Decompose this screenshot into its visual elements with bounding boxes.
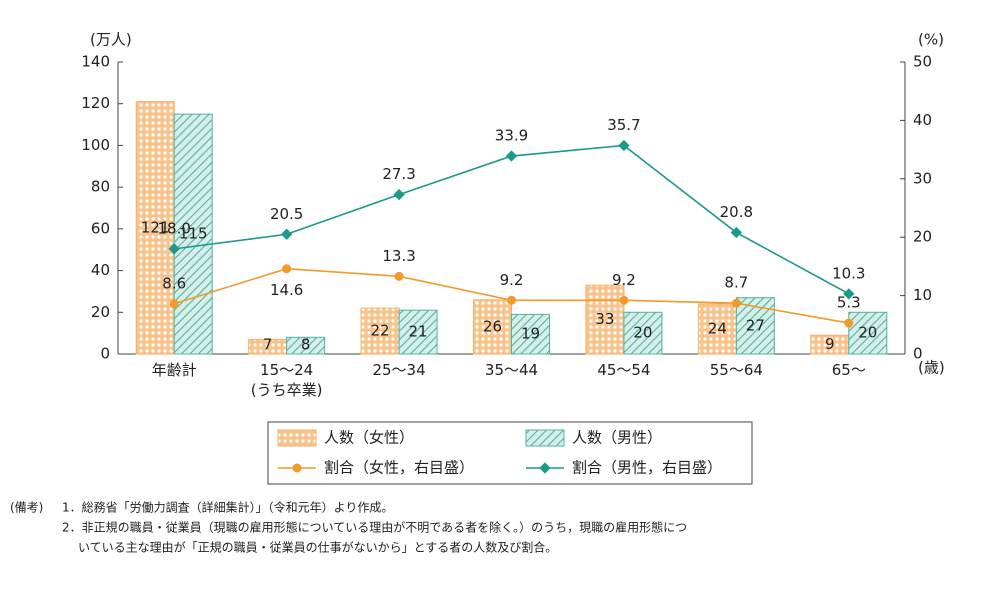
legend-label: 人数（男性） <box>572 429 662 447</box>
bar <box>473 299 512 355</box>
bar-value-label: 19 <box>521 325 540 343</box>
line-value-label: 20.8 <box>720 203 753 221</box>
line-marker <box>507 295 516 305</box>
line-marker <box>844 318 854 328</box>
bar-value-label: 7 <box>263 336 273 354</box>
bar-value-label: 20 <box>633 324 652 342</box>
line-value-label: 8.6 <box>162 274 186 292</box>
y-axis-label: (万人) <box>90 31 132 49</box>
bar-value-label: 22 <box>371 322 390 340</box>
line-value-label: 13.3 <box>382 247 415 265</box>
line-marker <box>282 264 292 274</box>
bar-value-label: 121 <box>141 218 170 236</box>
y-tick-label: 80 <box>91 178 110 196</box>
bar-value-label: 24 <box>708 319 727 337</box>
legend-label: 割合（女性，右目盛） <box>324 459 474 477</box>
bar <box>173 113 213 355</box>
x-axis-label: (歳) <box>918 359 945 377</box>
bar-value-label: 115 <box>179 225 208 243</box>
note: いている主な理由が「正規の職員・従業員の仕事がないから」とする者の人数及び割合。 <box>78 540 557 555</box>
y2-tick-label: 10 <box>913 286 932 304</box>
bar-value-label: 21 <box>409 323 428 341</box>
bar-value-label: 26 <box>483 317 502 335</box>
line-value-label: 5.3 <box>837 294 861 312</box>
y2-tick-label: 0 <box>913 345 923 363</box>
y-tick-label: 120 <box>81 94 110 112</box>
y2-tick-label: 50 <box>913 53 932 71</box>
y-tick-label: 20 <box>91 303 110 321</box>
note: 2．非正規の職員・従業員（現職の雇用形態についている理由が不明である者を除く。）… <box>62 520 687 535</box>
line-marker <box>169 299 179 309</box>
line-value-label: 9.2 <box>500 271 524 289</box>
x-tick-label: 65～ <box>832 361 866 379</box>
bar <box>848 311 888 355</box>
x-tick-label: 年齢計 <box>152 361 197 379</box>
y2-tick-label: 40 <box>913 111 932 129</box>
bar <box>286 336 326 355</box>
line-marker <box>394 271 404 281</box>
line-marker <box>843 288 855 300</box>
y-tick-label: 100 <box>81 136 110 154</box>
y-tick-label: 0 <box>100 345 110 363</box>
line-marker <box>168 243 180 255</box>
bar <box>697 303 737 355</box>
bar-value-label: 27 <box>746 316 765 334</box>
bar-value-label: 20 <box>858 324 877 342</box>
legend-marker <box>292 463 302 473</box>
note: 1．総務省「労働力調査（詳細集計）」（令和元年）より作成。 <box>62 500 393 515</box>
line-value-label: 20.5 <box>270 205 303 223</box>
line-marker <box>731 298 741 308</box>
legend-marker <box>539 462 551 474</box>
line-value-label: 35.7 <box>607 116 640 134</box>
line-value-label: 8.7 <box>724 274 748 292</box>
line-value-label: 14.6 <box>270 281 303 299</box>
bar <box>398 309 438 355</box>
legend-box <box>267 421 753 485</box>
line-marker <box>618 139 630 152</box>
x-tick-label: 15～24 (うち卒業) <box>251 361 323 399</box>
notes-label: (備考) <box>10 500 43 515</box>
y-tick-label: 40 <box>91 261 110 279</box>
y2-tick-label: 30 <box>913 169 932 187</box>
bar-value-label: 8 <box>301 336 311 354</box>
x-tick-label: 25～34 <box>372 361 425 379</box>
legend-label: 人数（女性） <box>324 429 414 447</box>
line-value-label: 18.0 <box>158 219 191 237</box>
bar-value-label: 33 <box>595 310 614 328</box>
legend-swatch <box>277 429 317 447</box>
x-tick-label: 35～44 <box>485 361 538 379</box>
x-tick-label: 45～54 <box>597 361 650 379</box>
line-value-label: 9.2 <box>612 271 636 289</box>
y2-tick-label: 20 <box>913 228 932 246</box>
bar-value-label: 9 <box>825 335 835 353</box>
bar <box>360 307 400 355</box>
bar <box>511 313 550 355</box>
line-value-label: 33.9 <box>495 127 528 145</box>
line-marker <box>730 226 743 239</box>
y-tick-label: 60 <box>91 219 110 237</box>
x-tick-label: 55～64 <box>710 361 763 379</box>
bar <box>585 284 625 355</box>
legend-swatch <box>525 429 565 447</box>
legend-label: 割合（男性，右目盛） <box>572 459 722 477</box>
line-value-label: 10.3 <box>832 264 865 282</box>
bar <box>623 311 663 355</box>
line-marker <box>393 188 405 201</box>
line-marker <box>619 295 629 305</box>
line-value-label: 27.3 <box>382 165 415 183</box>
line-marker <box>505 150 518 162</box>
bar <box>135 101 175 355</box>
line-marker <box>280 228 293 240</box>
y2-axis-label: (%) <box>918 31 944 49</box>
y-tick-label: 140 <box>81 53 110 71</box>
